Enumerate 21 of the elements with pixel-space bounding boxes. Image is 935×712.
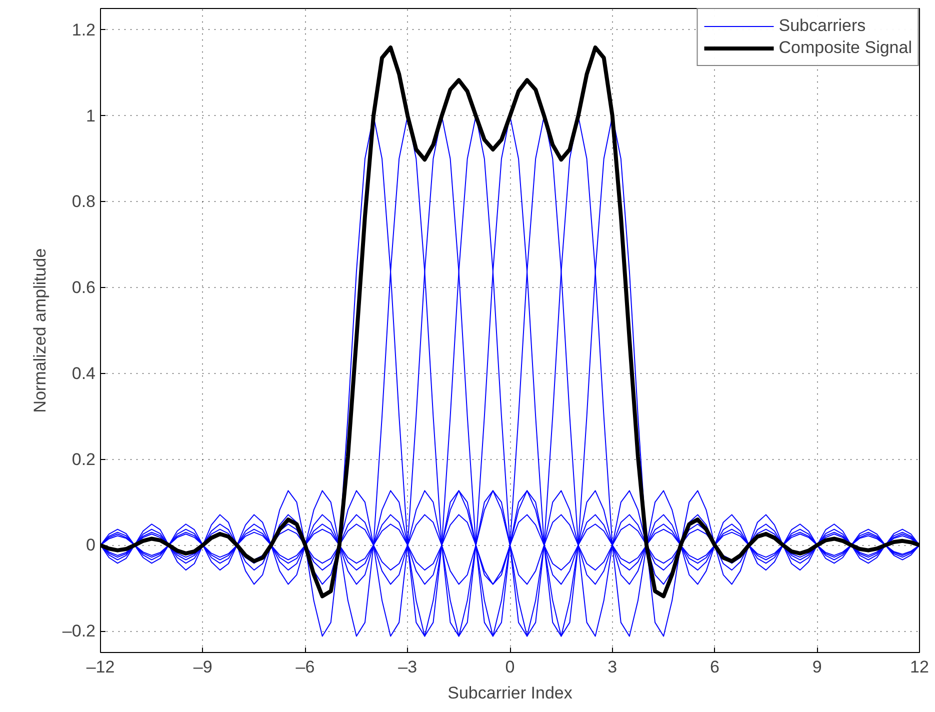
y-tick-label: –0.2 [62, 622, 96, 641]
y-tick-label: 0.8 [72, 192, 96, 212]
x-tick-label: –6 [296, 658, 315, 676]
y-tick-label: 0 [86, 536, 96, 555]
x-tick-label: 9 [812, 658, 822, 676]
y-tick-label: 1 [86, 106, 96, 126]
y-tick-label: 1.2 [72, 20, 96, 40]
y-tick-label: 0.2 [72, 450, 96, 469]
x-tick-label: 6 [710, 658, 720, 676]
x-tick-label: 3 [608, 658, 618, 676]
y-tick-label: 0.6 [72, 278, 96, 298]
legend-label: Subcarriers [778, 15, 866, 37]
y-axis-title: Normalized amplitude [30, 248, 50, 413]
x-tick-label: 12 [910, 658, 929, 676]
x-axis-title: Subcarrier Index [448, 684, 573, 702]
x-tick-label: –12 [86, 658, 115, 676]
x-tick-label: –9 [193, 658, 212, 676]
x-tick-label: 0 [505, 658, 515, 676]
y-tick-label: 0.4 [72, 364, 96, 383]
x-tick-label: –3 [398, 658, 418, 676]
legend-label: Composite Signal [778, 37, 912, 59]
